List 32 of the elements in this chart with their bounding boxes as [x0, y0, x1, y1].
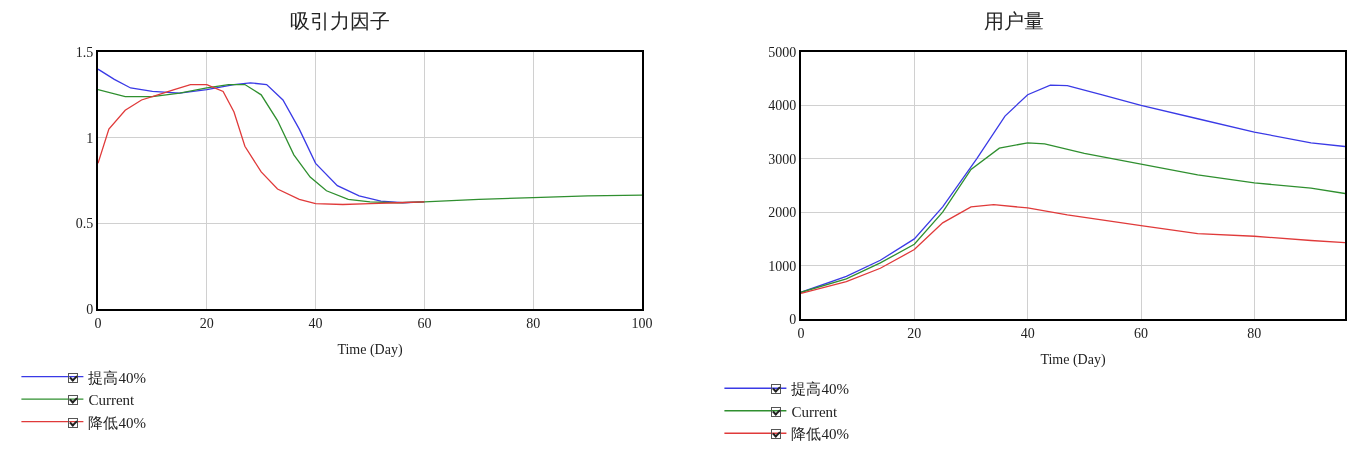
y-tick-label: 0.5	[75, 216, 94, 232]
legend-label: 降低40%	[88, 414, 146, 431]
x-tick-label: 80	[1247, 325, 1262, 341]
x-axis-title: Time (Day)	[1040, 351, 1106, 368]
chart-title: 吸引力因子	[290, 9, 390, 32]
legend-label: Current	[88, 392, 136, 408]
x-tick-label: 100	[631, 315, 653, 331]
legend-label: 降低40%	[791, 426, 849, 443]
y-tick-label: 1.5	[75, 44, 94, 60]
y-tick-label: 1000	[768, 258, 797, 274]
line-series	[801, 84, 1345, 293]
y-tick-label: 3000	[768, 151, 797, 167]
legend-label: Current	[791, 403, 839, 420]
legend-label: 提高40%	[791, 381, 849, 398]
y-tick-label: 4000	[768, 98, 797, 114]
x-tick-label: 60	[417, 315, 432, 331]
legend-label: 提高40%	[88, 369, 146, 386]
x-axis-title: Time (Day)	[337, 341, 403, 358]
y-tick-label: 0	[86, 301, 94, 317]
y-tick-label: 1	[86, 130, 94, 146]
chart-title: 用户量	[983, 9, 1044, 32]
x-tick-label: 60	[1134, 325, 1148, 341]
line-series	[801, 142, 1345, 293]
line-series	[98, 83, 642, 204]
x-tick-label: 40	[308, 315, 323, 331]
x-tick-label: 80	[526, 315, 541, 331]
x-tick-label: 20	[907, 325, 922, 341]
x-tick-label: 40	[1020, 325, 1035, 341]
line-series	[801, 204, 1345, 295]
y-tick-label: 5000	[768, 44, 797, 60]
y-tick-label: 2000	[768, 205, 797, 221]
x-tick-label: 20	[199, 315, 214, 331]
